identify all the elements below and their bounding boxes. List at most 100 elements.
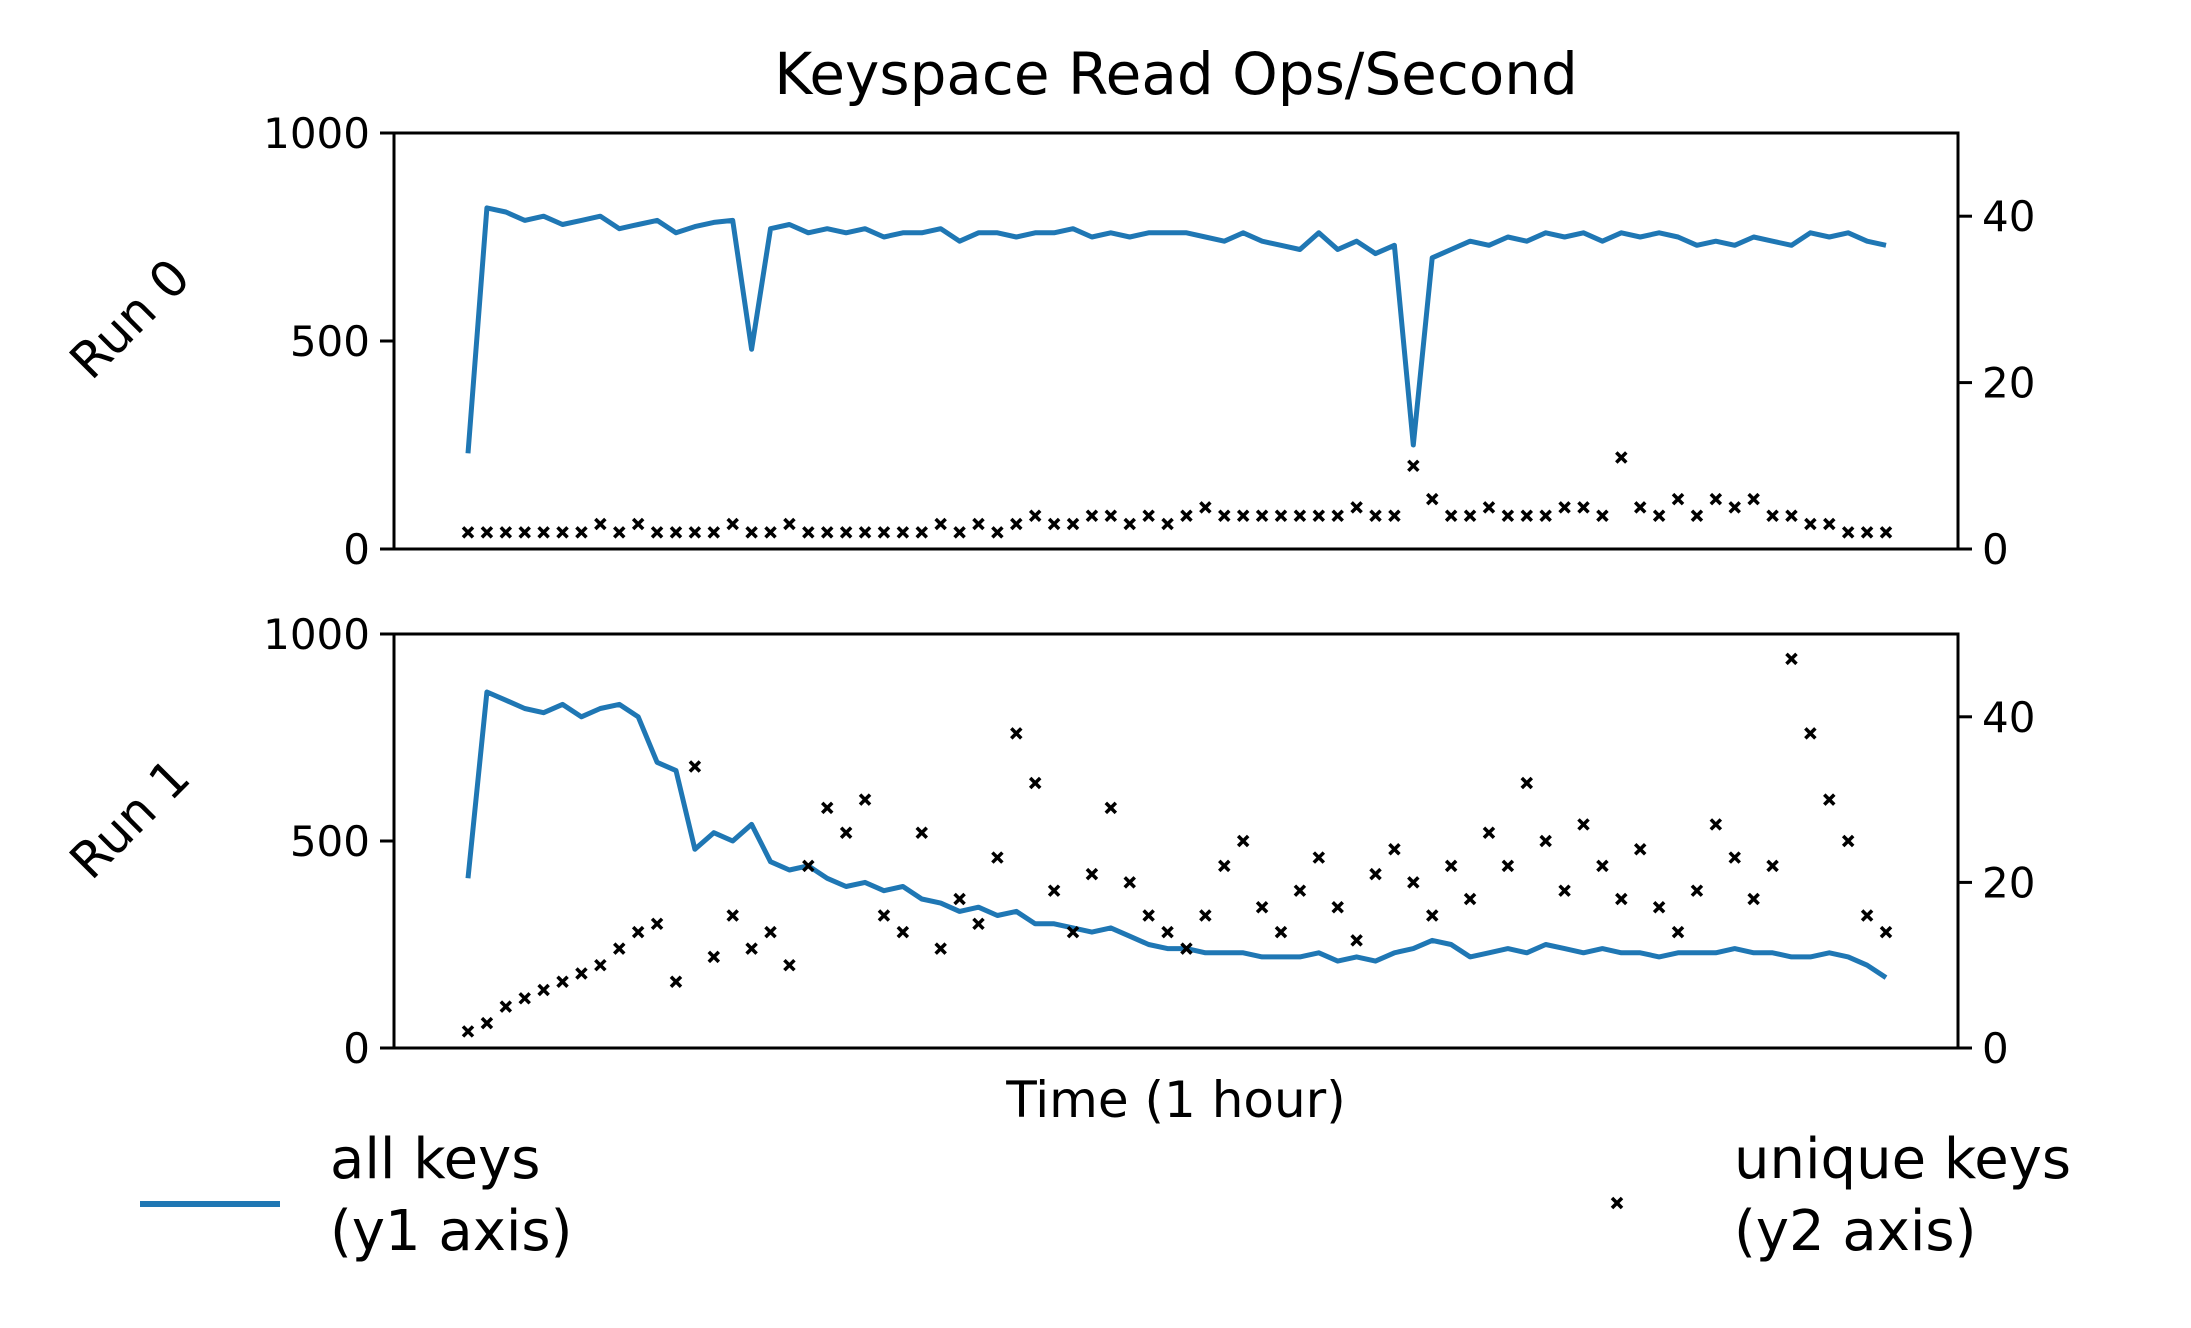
y1-tick-label: 500 [290, 817, 370, 866]
marker-unique-keys [1766, 509, 1779, 522]
marker-unique-keys [1652, 901, 1666, 914]
marker-unique-keys [1047, 517, 1061, 531]
marker-unique-keys [1615, 451, 1628, 464]
marker-unique-keys [1709, 818, 1723, 831]
marker-unique-keys [991, 526, 1004, 539]
marker-unique-keys [1104, 509, 1118, 522]
marker-unique-keys [1804, 727, 1817, 740]
marker-unique-keys [1028, 776, 1042, 790]
marker-unique-keys [1123, 517, 1136, 531]
marker-unique-keys [707, 950, 721, 964]
y1-tick-label: 500 [290, 317, 370, 366]
marker-unique-keys [1652, 509, 1666, 522]
marker-unique-keys [991, 851, 1004, 864]
marker-unique-keys [1331, 509, 1344, 522]
marker-unique-keys [1010, 727, 1023, 740]
y2-tick-label: 0 [1982, 1024, 2009, 1073]
marker-unique-keys [953, 892, 966, 906]
marker-unique-keys [1085, 509, 1099, 522]
marker-unique-keys [1633, 843, 1647, 856]
marker-unique-keys [896, 526, 910, 539]
marker-unique-keys [1520, 776, 1534, 790]
marker-unique-keys [1577, 501, 1590, 514]
marker-unique-keys [1785, 652, 1798, 666]
marker-unique-keys [896, 925, 910, 939]
panels: Run 0 0 500 1000 0 20 40 Run 1 0 500 1000 0 20 40 [59, 109, 2036, 1073]
series-line-all-keys [465, 205, 1887, 454]
marker-unique-keys [1860, 526, 1874, 539]
marker-unique-keys [1369, 509, 1382, 522]
marker-unique-keys [915, 526, 928, 539]
marker-unique-keys [1463, 509, 1477, 522]
marker-unique-keys [650, 917, 664, 931]
marker-unique-keys [480, 526, 494, 539]
marker-unique-keys [820, 526, 834, 539]
series-line-all-keys [465, 689, 1888, 980]
marker-unique-keys [1236, 834, 1250, 848]
marker-unique-keys [575, 526, 588, 539]
marker-unique-keys [858, 793, 872, 806]
y2-tick-label: 0 [1982, 525, 2009, 574]
marker-unique-keys [1142, 509, 1155, 522]
marker-unique-keys [631, 925, 645, 939]
marker-unique-keys [1671, 492, 1685, 506]
panel-frame [392, 131, 1960, 551]
x-axis-label: Time (1 hour) [1005, 1071, 1346, 1129]
marker-unique-keys [1218, 509, 1231, 522]
marker-unique-keys [858, 526, 872, 539]
marker-unique-keys [688, 526, 702, 539]
marker-unique-keys [1615, 892, 1628, 906]
marker-unique-keys [1388, 843, 1401, 856]
legend-label-all-keys: all keys [330, 1127, 540, 1192]
marker-unique-keys [1407, 876, 1420, 889]
marker-unique-keys [650, 526, 664, 539]
marker-unique-keys [1747, 892, 1760, 906]
plot-area [461, 205, 1893, 539]
marker-unique-keys [1085, 867, 1099, 881]
marker-unique-keys [1539, 509, 1552, 522]
legend: all keys (y1 axis) unique keys (y2 axis) [140, 1127, 2071, 1264]
marker-unique-keys [1501, 509, 1515, 522]
marker-unique-keys [575, 967, 588, 980]
marker-unique-keys [1236, 509, 1250, 522]
marker-unique-keys [1218, 859, 1231, 873]
marker-unique-keys [972, 917, 985, 931]
y-axis-label-run-0: Run 0 [59, 248, 202, 391]
marker-unique-keys [1180, 509, 1193, 522]
marker-unique-keys [764, 925, 777, 939]
marker-unique-keys [1407, 459, 1420, 473]
marker-unique-keys [461, 1025, 475, 1038]
marker-unique-keys [953, 526, 966, 539]
marker-unique-keys [1199, 501, 1212, 514]
marker-unique-keys [1463, 892, 1477, 906]
marker-unique-keys [1104, 801, 1118, 815]
marker-unique-keys [1142, 909, 1155, 922]
marker-unique-keys [1312, 509, 1326, 522]
marker-unique-keys [1785, 509, 1798, 522]
marker-unique-keys [1388, 509, 1401, 522]
marker-unique-keys [915, 826, 928, 839]
panel-0: Run 0 0 500 1000 0 20 40 [59, 109, 2036, 574]
marker-unique-keys [518, 526, 531, 539]
marker-unique-keys [669, 526, 683, 539]
marker-unique-keys [1312, 851, 1326, 864]
marker-unique-keys [1558, 884, 1571, 897]
y2-tick-label: 20 [1982, 858, 2035, 907]
marker-unique-keys [877, 909, 891, 922]
y1-tick-label: 1000 [263, 109, 370, 158]
marker-unique-keys [839, 826, 853, 839]
y1-tick-label: 1000 [263, 610, 370, 659]
marker-unique-keys [613, 942, 626, 955]
marker-unique-keys [934, 942, 947, 955]
marker-unique-keys [1501, 859, 1515, 873]
marker-unique-keys [1823, 793, 1836, 806]
marker-unique-keys [1123, 876, 1136, 889]
marker-unique-keys [556, 526, 569, 539]
marker-unique-keys [1671, 925, 1685, 939]
plot-area [461, 652, 1893, 1038]
marker-unique-keys [1161, 925, 1174, 939]
marker-unique-keys [1350, 934, 1363, 947]
chart-title: Keyspace Read Ops/Second [774, 40, 1578, 108]
marker-unique-keys [499, 1000, 513, 1013]
